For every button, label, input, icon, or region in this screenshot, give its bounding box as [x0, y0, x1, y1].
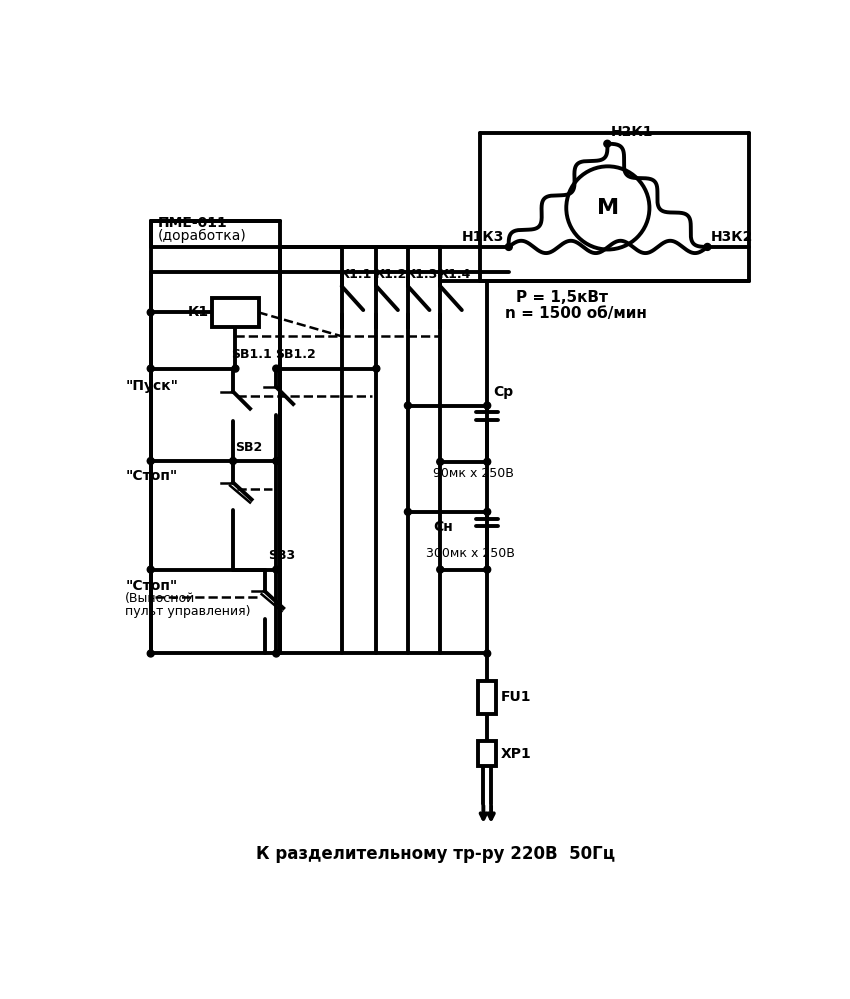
- Text: FU1: FU1: [501, 690, 531, 704]
- FancyBboxPatch shape: [478, 741, 496, 766]
- Circle shape: [273, 365, 280, 372]
- Text: SB1.1: SB1.1: [231, 349, 272, 362]
- Text: К1.3: К1.3: [406, 268, 439, 281]
- Text: К1.2: К1.2: [375, 268, 407, 281]
- Text: К1.4: К1.4: [439, 268, 471, 281]
- Circle shape: [704, 244, 711, 251]
- Text: SB2: SB2: [235, 441, 262, 454]
- Circle shape: [273, 566, 280, 573]
- FancyBboxPatch shape: [212, 298, 258, 327]
- Circle shape: [147, 365, 154, 372]
- Text: (Выносной: (Выносной: [125, 592, 196, 605]
- Text: 90мк х 250В: 90мк х 250В: [434, 467, 514, 480]
- Circle shape: [147, 650, 154, 657]
- Circle shape: [373, 365, 380, 372]
- Circle shape: [147, 566, 154, 573]
- Text: Ср: Ср: [493, 385, 513, 399]
- Text: ХР1: ХР1: [501, 746, 532, 760]
- Text: 300мк х 250В: 300мк х 250В: [426, 546, 514, 559]
- Text: "Стоп": "Стоп": [125, 470, 178, 484]
- Text: ПМЕ-011: ПМЕ-011: [157, 216, 228, 230]
- FancyBboxPatch shape: [478, 681, 496, 713]
- Circle shape: [273, 458, 280, 465]
- Text: n = 1500 об/мин: n = 1500 об/мин: [505, 306, 647, 321]
- Circle shape: [405, 402, 411, 409]
- Text: Сн: Сн: [434, 519, 453, 533]
- Circle shape: [405, 508, 411, 515]
- Circle shape: [484, 402, 490, 409]
- Text: К1.1: К1.1: [340, 268, 372, 281]
- Circle shape: [484, 650, 490, 657]
- Circle shape: [484, 566, 490, 573]
- Text: Н1К3: Н1К3: [462, 230, 504, 244]
- Circle shape: [484, 459, 490, 466]
- Text: "Пуск": "Пуск": [125, 379, 178, 393]
- Circle shape: [484, 508, 490, 515]
- Text: К разделительному тр-ру 220В  50Гц: К разделительному тр-ру 220В 50Гц: [256, 845, 615, 863]
- Text: "Стоп": "Стоп": [125, 579, 178, 593]
- Text: М: М: [597, 198, 619, 218]
- Circle shape: [273, 650, 280, 657]
- Circle shape: [604, 140, 611, 147]
- Text: Р = 1,5кВт: Р = 1,5кВт: [517, 291, 609, 306]
- Text: Н3К2: Н3К2: [711, 230, 753, 244]
- Circle shape: [147, 458, 154, 465]
- Circle shape: [505, 244, 513, 251]
- Text: SB1.2: SB1.2: [275, 349, 315, 362]
- Text: SB3: SB3: [269, 549, 296, 562]
- Circle shape: [230, 458, 236, 465]
- Text: пульт управления): пульт управления): [125, 604, 251, 617]
- Text: К1: К1: [187, 306, 208, 320]
- Circle shape: [437, 566, 444, 573]
- Text: (доработка): (доработка): [157, 229, 246, 243]
- Circle shape: [437, 459, 444, 466]
- Text: Н2К1: Н2К1: [610, 125, 653, 139]
- Circle shape: [147, 309, 154, 316]
- Circle shape: [232, 365, 239, 372]
